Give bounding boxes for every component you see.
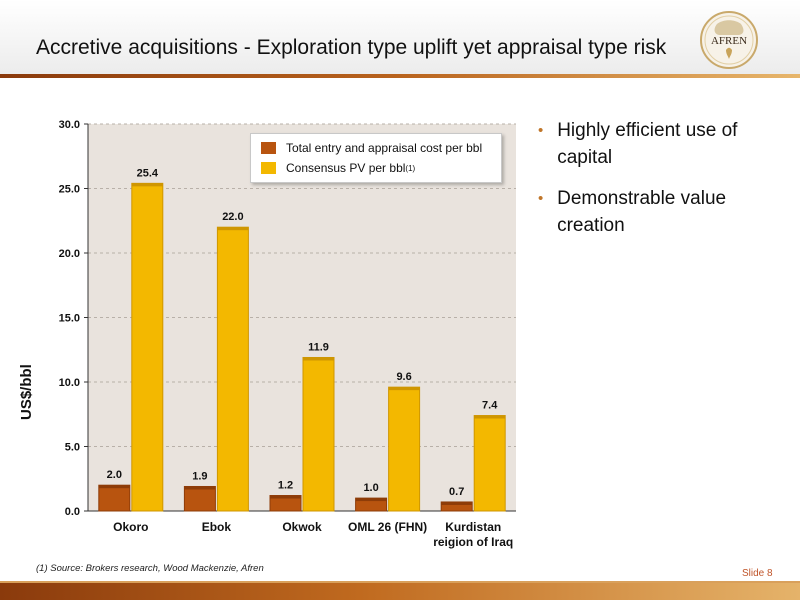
bar-cost-top — [184, 486, 216, 490]
bar-pv — [302, 356, 335, 512]
legend-swatch-cost — [261, 142, 276, 154]
bar-cost-top — [98, 485, 130, 489]
data-label: 22.0 — [222, 211, 243, 223]
data-label: 2.0 — [107, 469, 122, 481]
x-tick-label: Okoro — [113, 520, 148, 534]
bar-pv-top — [303, 357, 334, 361]
x-tick-label: OML 26 (FHN) — [348, 520, 427, 534]
bar-pv-top — [474, 415, 506, 419]
legend-swatch-pv — [261, 162, 276, 174]
slide-number: Slide 8 — [742, 568, 773, 579]
data-label: 1.0 — [363, 482, 378, 494]
bullet-dot-icon: • — [538, 122, 544, 139]
x-tick-label: reigion of Iraq — [433, 535, 513, 549]
y-tick-label: 25.0 — [59, 184, 80, 196]
legend-superscript: (1) — [405, 163, 416, 173]
legend-item-cost: Total entry and appraisal cost per bbl — [261, 139, 482, 157]
bullet-text: Demonstrable value creation — [557, 188, 727, 236]
y-tick-label: 20.0 — [59, 248, 80, 260]
bullet-list: • Highly efficient use of capital • Demo… — [538, 117, 788, 253]
y-tick-label: 30.0 — [59, 119, 80, 131]
y-tick-label: 15.0 — [59, 313, 80, 325]
footer-bar — [0, 583, 800, 600]
bar-cost-top — [270, 495, 301, 499]
footnote: (1) Source: Brokers research, Wood Macke… — [36, 563, 264, 574]
legend-label-cost: Total entry and appraisal cost per bbl — [286, 141, 483, 155]
x-tick-label: Kurdistan — [445, 520, 501, 534]
bar-cost-top — [355, 498, 387, 502]
bullet-dot-icon: • — [538, 190, 544, 207]
bar-pv — [216, 226, 249, 512]
legend-label-pv: Consensus PV per bbl — [286, 161, 406, 175]
data-label: 7.4 — [482, 400, 498, 412]
bar-pv-top — [131, 183, 163, 187]
y-tick-label: 0.0 — [65, 506, 80, 518]
x-tick-label: Ebok — [202, 520, 232, 534]
afren-logo: AFREN — [700, 11, 758, 69]
legend-item-pv: Consensus PV per bbl (1) — [261, 159, 415, 177]
bar-pv — [131, 182, 164, 512]
bar-cost-top — [441, 501, 473, 505]
data-label: 0.7 — [449, 486, 464, 498]
bar-pv-top — [388, 387, 420, 391]
bar-pv-top — [217, 227, 249, 231]
bullet-item: • Demonstrable value creation — [538, 185, 788, 239]
header-band — [0, 0, 800, 74]
data-label: 1.2 — [278, 480, 293, 492]
bar-pv — [388, 386, 421, 512]
bar-pv — [473, 415, 506, 512]
bar-cost — [98, 484, 131, 512]
bullet-text: Highly efficient use of capital — [557, 120, 738, 168]
y-axis-label: US$/bbl — [18, 364, 35, 420]
header-divider — [0, 74, 800, 78]
data-label: 9.6 — [396, 371, 411, 383]
logo-text: AFREN — [711, 35, 747, 47]
bullet-item: • Highly efficient use of capital — [538, 117, 788, 171]
bar-cost — [183, 485, 216, 512]
footer-line — [0, 581, 800, 583]
bar-chart: 0.0 5.0 10.0 15.0 20.0 25.0 30.0 2.0 25.4 Okoro 1.… — [59, 119, 516, 549]
y-tick-label: 10.0 — [59, 377, 80, 389]
data-label: 1.9 — [192, 470, 207, 482]
data-label: 25.4 — [137, 167, 159, 179]
page-title: Accretive acquisitions - Exploration typ… — [36, 36, 667, 59]
chart-legend: Total entry and appraisal cost per bbl C… — [250, 133, 502, 183]
chart-area: 0.0 5.0 10.0 15.0 20.0 25.0 30.0 2.0 25.4 Okoro 1.… — [0, 100, 540, 570]
y-tick-label: 5.0 — [65, 442, 80, 454]
x-tick-label: Okwok — [282, 520, 322, 534]
data-label: 11.9 — [308, 341, 329, 353]
